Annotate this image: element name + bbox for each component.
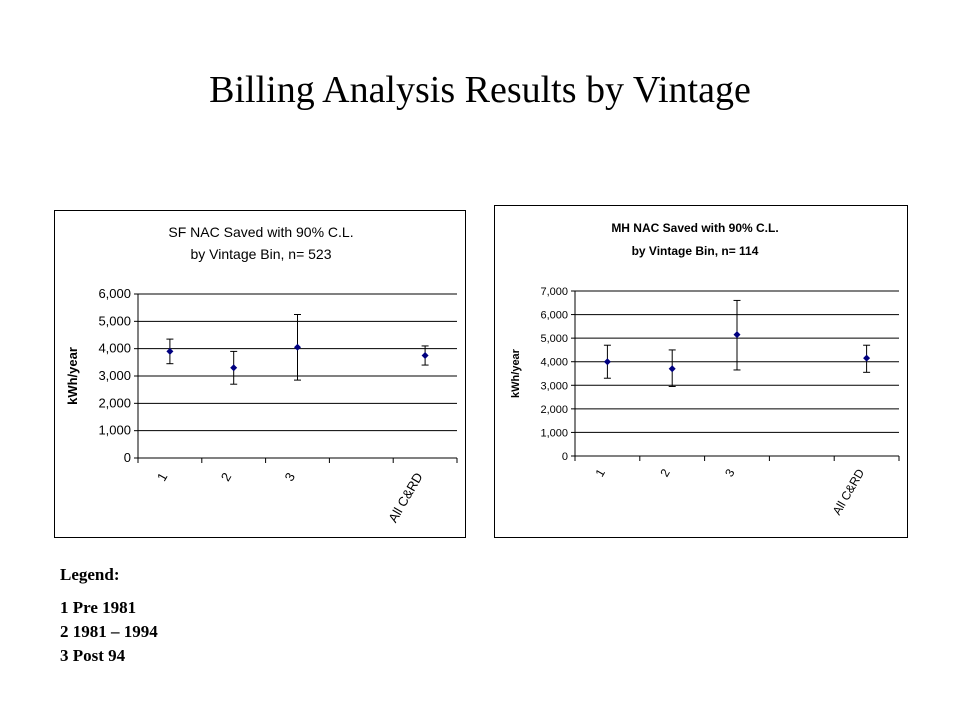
y-tick-label: 2,000 xyxy=(540,404,568,416)
chart-mh-nac-svg: MH NAC Saved with 90% C.L. by Vintage Bin… xyxy=(510,221,900,517)
data-point xyxy=(166,347,174,355)
y-tick-label: 1,000 xyxy=(540,427,568,439)
y-tick-label: 2,000 xyxy=(98,395,131,410)
data-point xyxy=(294,343,301,351)
x-category-label: All C&RD xyxy=(830,466,868,517)
y-tick-label: 4,000 xyxy=(98,341,131,356)
chart-title-line-1: SF NAC Saved with 90% C.L. xyxy=(168,224,353,240)
x-category-label: 1 xyxy=(154,470,171,484)
x-category-label: 2 xyxy=(218,470,235,484)
data-point xyxy=(230,364,238,372)
y-axis-label: kWh/year xyxy=(65,347,80,405)
legend-title: Legend: xyxy=(60,565,120,584)
y-tick-label: 4,000 xyxy=(540,357,568,369)
y-tick-label: 6,000 xyxy=(98,286,131,301)
chart-sf-nac: SF NAC Saved with 90% C.L. by Vintage Bin… xyxy=(54,210,466,538)
data-point xyxy=(733,331,741,339)
y-tick-label: 0 xyxy=(124,450,131,465)
data-point xyxy=(863,354,871,362)
x-category-label: 3 xyxy=(281,470,298,484)
y-tick-label: 3,000 xyxy=(98,368,131,383)
x-category-label: 1 xyxy=(593,466,609,479)
chart-title-line-1: MH NAC Saved with 90% C.L. xyxy=(611,221,778,235)
legend-item-2: 2 1981 – 1994 xyxy=(60,622,158,641)
chart-title-line-2: by Vintage Bin, n= 114 xyxy=(632,244,759,258)
y-axis-label: kWh/year xyxy=(510,348,522,398)
y-tick-label: 6,000 xyxy=(540,310,568,322)
chart-title-line-2: by Vintage Bin, n= 523 xyxy=(190,246,331,262)
slide-title: Billing Analysis Results by Vintage xyxy=(209,69,751,111)
x-category-label: 2 xyxy=(657,466,673,479)
y-tick-label: 5,000 xyxy=(540,333,568,345)
y-tick-label: 0 xyxy=(562,451,568,463)
chart-mh-nac: MH NAC Saved with 90% C.L. by Vintage Bin… xyxy=(494,205,908,538)
legend-item-1: 1 Pre 1981 xyxy=(60,598,137,617)
x-category-label: 3 xyxy=(722,466,738,479)
data-point xyxy=(668,365,676,373)
y-tick-label: 7,000 xyxy=(540,286,568,298)
y-tick-label: 3,000 xyxy=(540,380,568,392)
legend-item-3: 3 Post 94 xyxy=(60,646,126,665)
data-point xyxy=(603,358,611,366)
data-point xyxy=(421,352,429,359)
y-tick-label: 1,000 xyxy=(98,423,131,438)
legend: Legend: 1 Pre 1981 2 1981 – 1994 3 Post … xyxy=(60,562,158,668)
y-tick-label: 5,000 xyxy=(98,313,131,328)
chart-sf-nac-svg: SF NAC Saved with 90% C.L. by Vintage Bin… xyxy=(65,224,458,525)
x-category-label: All C&RD xyxy=(385,470,425,525)
